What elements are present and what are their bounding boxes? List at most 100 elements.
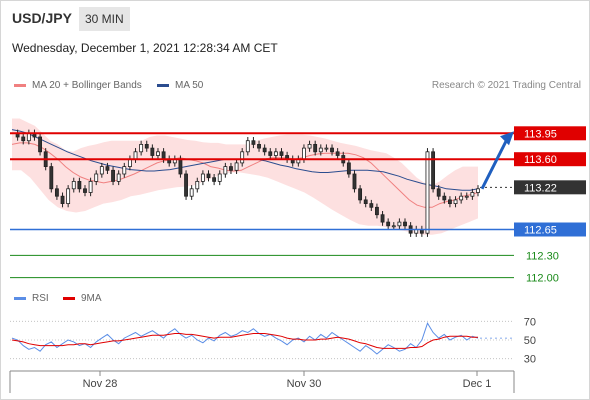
ma20-swatch bbox=[14, 84, 26, 87]
legend-ma20-label: MA 20 + Bollinger Bands bbox=[32, 80, 142, 91]
level-tag bbox=[514, 152, 586, 167]
datetime-label: Wednesday, December 1, 2021 12:28:34 AM … bbox=[12, 41, 278, 55]
candle-body bbox=[200, 173, 205, 182]
bollinger-band bbox=[12, 118, 478, 235]
candle-body bbox=[464, 195, 469, 198]
candle-body bbox=[313, 143, 318, 153]
rsi-series-9MA bbox=[11, 333, 478, 349]
candle-body bbox=[369, 203, 374, 208]
ma20-line bbox=[11, 142, 479, 208]
candle-body bbox=[386, 221, 391, 227]
candle-body bbox=[352, 173, 357, 190]
candle-body bbox=[127, 158, 132, 167]
candle-body bbox=[268, 151, 273, 156]
candle-body bbox=[380, 214, 385, 223]
timeframe-button[interactable]: 30 MIN bbox=[79, 7, 130, 31]
candle-body bbox=[240, 151, 245, 164]
candle-body bbox=[99, 166, 104, 175]
candle-body bbox=[54, 188, 59, 197]
candle-body bbox=[184, 173, 188, 197]
forecast-arrow-shaft bbox=[480, 136, 510, 190]
candle-body bbox=[229, 166, 233, 171]
candle-body bbox=[122, 166, 127, 175]
legend-ma50: MA 50 bbox=[157, 80, 203, 91]
candle-body bbox=[105, 166, 110, 171]
candle-body bbox=[335, 151, 340, 156]
candle-body bbox=[403, 221, 407, 227]
candle-body bbox=[358, 188, 363, 201]
candle-body bbox=[161, 151, 166, 160]
level-tag bbox=[514, 222, 586, 237]
candle-body bbox=[60, 195, 65, 204]
candle-body bbox=[83, 188, 87, 193]
legend-9ma: 9MA bbox=[63, 293, 102, 304]
candle-body bbox=[442, 195, 447, 201]
candle-body bbox=[273, 151, 278, 156]
candle-body bbox=[234, 162, 239, 171]
candle-body bbox=[257, 143, 261, 149]
candle-body bbox=[346, 162, 351, 175]
candle-body bbox=[195, 180, 200, 190]
x-tick-label: Dec 1 bbox=[463, 378, 492, 390]
symbol-label: USD/JPY bbox=[12, 10, 72, 26]
level-label: 113.22 bbox=[524, 182, 557, 194]
candle-body bbox=[223, 166, 228, 175]
rsi-swatch bbox=[14, 297, 26, 300]
x-tick-label: Nov 28 bbox=[83, 378, 118, 390]
level-label: 112.00 bbox=[526, 273, 559, 285]
candle-body bbox=[330, 147, 334, 153]
rsi-ref-label: 50 bbox=[524, 335, 536, 347]
candle-body bbox=[262, 147, 267, 153]
legend-9ma-label: 9MA bbox=[81, 293, 102, 304]
ma50-swatch bbox=[157, 84, 169, 87]
candle-body bbox=[448, 199, 452, 204]
candle-body bbox=[21, 136, 26, 142]
level-tag bbox=[514, 126, 586, 141]
candle-body bbox=[26, 132, 31, 142]
candle-body bbox=[133, 151, 138, 160]
candle-body bbox=[391, 225, 396, 228]
candle-body bbox=[144, 143, 149, 149]
candle-body bbox=[49, 166, 54, 190]
rsi-ref-label: 70 bbox=[524, 316, 536, 328]
candle-body bbox=[476, 188, 480, 193]
copyright-text: Research © 2021 Trading Central bbox=[431, 80, 581, 91]
legend-ma50-label: MA 50 bbox=[175, 80, 204, 91]
level-tag bbox=[514, 180, 586, 195]
candle-body bbox=[212, 177, 217, 182]
candle-body bbox=[279, 151, 284, 156]
candle-body bbox=[38, 136, 42, 153]
candle-body bbox=[150, 147, 155, 156]
ma9-swatch bbox=[63, 297, 75, 300]
candle-body bbox=[178, 158, 183, 175]
forecast-arrow-head bbox=[500, 131, 514, 146]
candle-body bbox=[206, 173, 211, 179]
candle-body bbox=[453, 199, 458, 204]
candle-body bbox=[251, 140, 256, 145]
candle-body bbox=[139, 143, 144, 153]
candle-body bbox=[307, 143, 312, 149]
level-label: 113.95 bbox=[524, 128, 557, 140]
candle-body bbox=[363, 199, 368, 204]
candle-body bbox=[436, 188, 441, 197]
candle-body bbox=[88, 180, 93, 193]
legend-rsi-label: RSI bbox=[32, 293, 49, 304]
rsi-series-RSI bbox=[11, 322, 479, 355]
candle-body bbox=[324, 147, 329, 150]
candle-body bbox=[302, 147, 306, 160]
candle-body bbox=[71, 180, 76, 190]
candle-body bbox=[245, 140, 250, 153]
x-tick-label: Nov 30 bbox=[287, 378, 322, 390]
candle-body bbox=[425, 151, 430, 234]
candle-body bbox=[375, 206, 379, 216]
legend-ma20: MA 20 + Bollinger Bands bbox=[14, 80, 142, 91]
candle-body bbox=[77, 180, 82, 190]
candle-body bbox=[470, 192, 475, 197]
candle-body bbox=[116, 173, 121, 182]
level-label: 112.30 bbox=[526, 250, 559, 262]
rsi-ref-label: 30 bbox=[524, 354, 536, 366]
candle-body bbox=[94, 173, 99, 182]
candle-body bbox=[189, 188, 194, 197]
candle-body bbox=[397, 221, 402, 227]
